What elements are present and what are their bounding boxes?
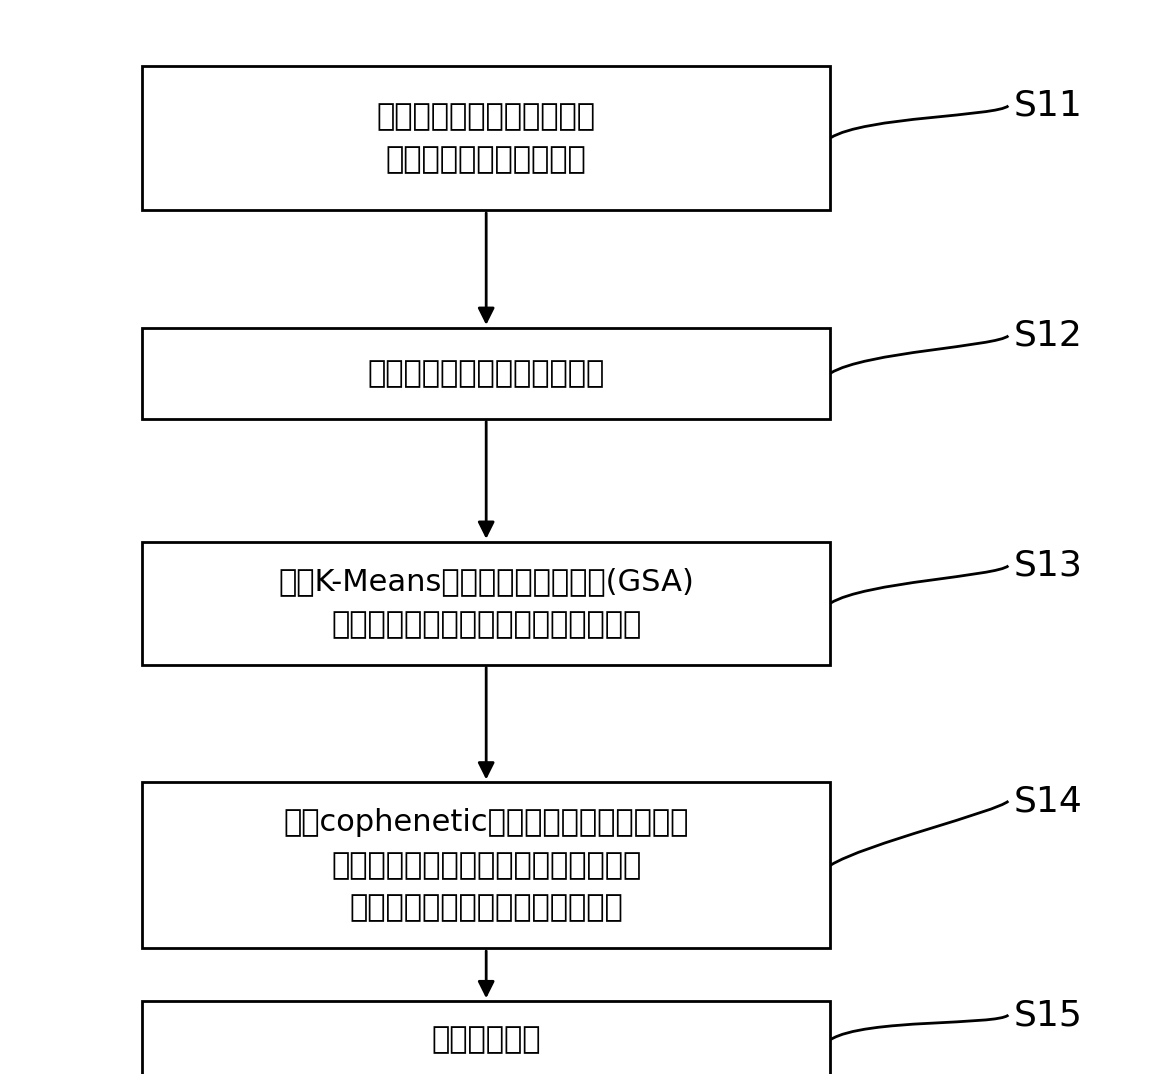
Bar <box>142 328 830 418</box>
Text: 利用cophenetic相关系数分析日峰、谷、
平均负荷、日峰谷差与日最高、低温度
等因素对用户用电负荷特性的影响: 利用cophenetic相关系数分析日峰、谷、 平均负荷、日峰谷差与日最高、低温… <box>283 807 689 923</box>
Bar <box>142 1001 830 1078</box>
Text: 低压台区用户用电信息标准化: 低压台区用户用电信息标准化 <box>368 359 605 388</box>
Text: 确定低压台区用户用电负荷
特性指标及主要影响因素: 确定低压台区用户用电负荷 特性指标及主要影响因素 <box>377 102 595 174</box>
Text: S14: S14 <box>1014 784 1083 818</box>
Bar <box>142 541 830 665</box>
Text: S12: S12 <box>1014 319 1083 353</box>
Text: S11: S11 <box>1014 88 1083 123</box>
Text: 基于K-Means聚类与间隙统计算法(GSA)
相结合的思想对用电信息进行聚类分析: 基于K-Means聚类与间隙统计算法(GSA) 相结合的思想对用电信息进行聚类分… <box>279 567 694 639</box>
Text: S13: S13 <box>1014 549 1083 583</box>
Bar <box>142 783 830 949</box>
Text: S15: S15 <box>1014 998 1083 1032</box>
Bar <box>142 66 830 210</box>
Text: 进行算例分析: 进行算例分析 <box>431 1025 541 1054</box>
